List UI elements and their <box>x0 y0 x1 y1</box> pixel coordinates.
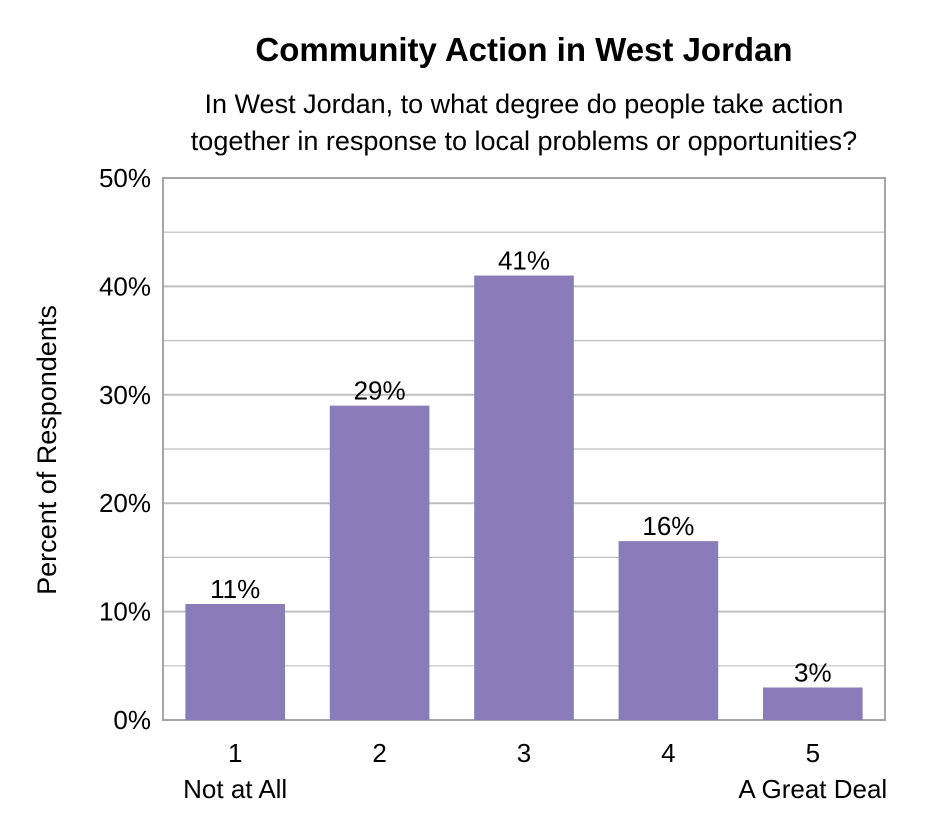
x-sublabel-5: A Great Deal <box>738 774 887 804</box>
x-tick-label-5: 5 <box>806 738 820 768</box>
bar-5 <box>762 687 863 720</box>
chart-subtitle-line-1: In West Jordan, to what degree do people… <box>205 89 844 119</box>
chart-subtitle-line-2: together in response to local problems o… <box>191 126 857 156</box>
x-sublabel-1: Not at All <box>183 774 287 804</box>
label-layer: 0% 10% 20% 30% 40% 50% 11% 1 Not at All 29% 2 41% 3 1… <box>99 163 887 804</box>
bar-1 <box>185 604 286 720</box>
data-label-2: 29% <box>354 376 406 406</box>
y-tick-label: 50% <box>99 163 151 193</box>
y-tick-label: 40% <box>99 271 151 301</box>
x-tick-label-4: 4 <box>661 738 675 768</box>
y-tick-label: 20% <box>99 488 151 518</box>
y-tick-label: 30% <box>99 380 151 410</box>
data-label-1: 11% <box>210 574 260 604</box>
chart-title: Community Action in West Jordan <box>255 31 792 68</box>
y-tick-label: 10% <box>99 597 151 627</box>
data-label-3: 41% <box>498 246 550 276</box>
x-tick-label-3: 3 <box>517 738 531 768</box>
bar-layer <box>185 275 863 720</box>
bar-3 <box>474 275 574 720</box>
y-tick-label: 0% <box>113 705 151 735</box>
data-label-4: 16% <box>642 511 694 541</box>
y-axis-label: Percent of Respondents <box>32 305 62 595</box>
data-label-5: 3% <box>794 657 832 687</box>
bar-2 <box>329 405 430 720</box>
bar-4 <box>618 541 719 720</box>
x-tick-label-2: 2 <box>372 738 386 768</box>
x-tick-label-1: 1 <box>228 738 242 768</box>
